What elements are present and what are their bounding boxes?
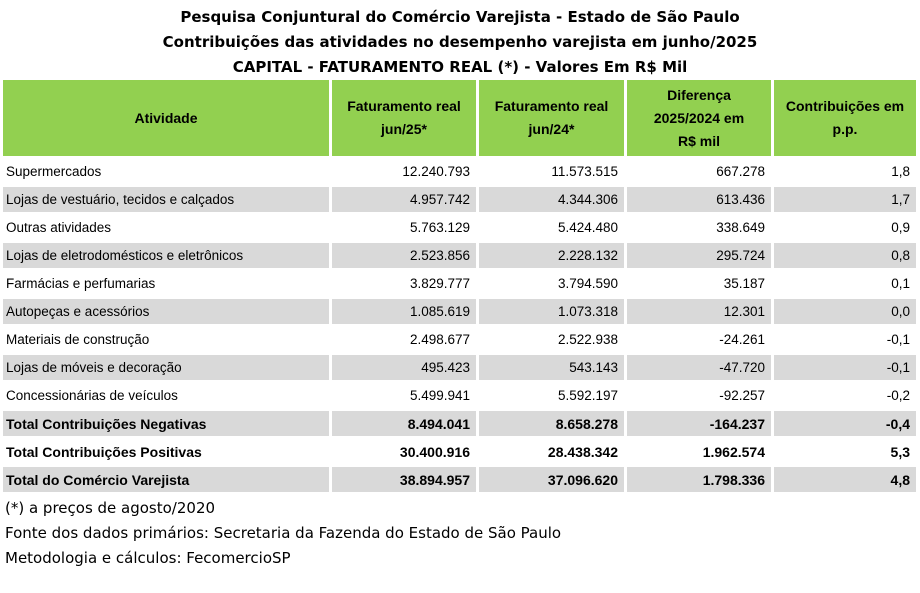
cell-fat25: 8.494.041 — [332, 408, 479, 436]
cell-fat25: 38.894.957 — [332, 464, 479, 492]
report-titles: Pesquisa Conjuntural do Comércio Varejis… — [0, 0, 920, 80]
cell-atividade: Lojas de vestuário, tecidos e calçados — [3, 184, 332, 212]
cell-diferenca: -24.261 — [627, 324, 774, 352]
title-line-1: Pesquisa Conjuntural do Comércio Varejis… — [180, 8, 740, 26]
cell-contribuicao: 0,1 — [774, 268, 916, 296]
footnote-fonte: Fonte dos dados primários: Secretaria da… — [5, 524, 562, 542]
cell-fat24: 37.096.620 — [479, 464, 627, 492]
cell-contribuicao: -0,1 — [774, 324, 916, 352]
cell-contribuicao: 1,7 — [774, 184, 916, 212]
cell-atividade: Lojas de móveis e decoração — [3, 352, 332, 380]
cell-atividade: Autopeças e acessórios — [3, 296, 332, 324]
cell-atividade: Total do Comércio Varejista — [3, 464, 332, 492]
table-row: Lojas de eletrodomésticos e eletrônicos … — [3, 240, 916, 268]
cell-diferenca: -164.237 — [627, 408, 774, 436]
cell-fat24: 4.344.306 — [479, 184, 627, 212]
cell-fat25: 1.085.619 — [332, 296, 479, 324]
cell-fat24: 3.794.590 — [479, 268, 627, 296]
header-contribuicoes: Contribuições em p.p. — [774, 80, 916, 156]
table-row: Autopeças e acessórios 1.085.619 1.073.3… — [3, 296, 916, 324]
table-row: Outras atividades 5.763.129 5.424.480 33… — [3, 212, 916, 240]
table-row: Materiais de construção 2.498.677 2.522.… — [3, 324, 916, 352]
header-fat25: Faturamento real jun/25* — [332, 80, 479, 156]
cell-fat25: 12.240.793 — [332, 156, 479, 184]
cell-fat24: 2.522.938 — [479, 324, 627, 352]
cell-diferenca: 1.962.574 — [627, 436, 774, 464]
cell-fat25: 495.423 — [332, 352, 479, 380]
footnotes: (*) a preços de agosto/2020 Fonte dos da… — [0, 492, 920, 571]
header-diferenca: Diferença 2025/2024 em R$ mil — [627, 80, 774, 156]
cell-fat24: 1.073.318 — [479, 296, 627, 324]
table-header-row: Atividade Faturamento real jun/25* Fatura… — [3, 80, 916, 156]
cell-diferenca: 295.724 — [627, 240, 774, 268]
cell-diferenca: 12.301 — [627, 296, 774, 324]
cell-contribuicao: 1,8 — [774, 156, 916, 184]
cell-fat25: 5.499.941 — [332, 380, 479, 408]
table-row: Farmácias e perfumarias 3.829.777 3.794.… — [3, 268, 916, 296]
cell-contribuicao: -0,4 — [774, 408, 916, 436]
footnote-metodologia: Metodologia e cálculos: FecomercioSP — [5, 549, 291, 567]
cell-diferenca: 667.278 — [627, 156, 774, 184]
title-line-2: Contribuições das atividades no desempen… — [162, 33, 758, 51]
cell-contribuicao: 4,8 — [774, 464, 916, 492]
cell-contribuicao: 0,0 — [774, 296, 916, 324]
cell-fat24: 8.658.278 — [479, 408, 627, 436]
cell-contribuicao: -0,1 — [774, 352, 916, 380]
cell-atividade: Supermercados — [3, 156, 332, 184]
cell-fat25: 30.400.916 — [332, 436, 479, 464]
contributions-table: Atividade Faturamento real jun/25* Fatura… — [3, 80, 916, 492]
total-row-varejo: Total do Comércio Varejista 38.894.957 3… — [3, 464, 916, 492]
cell-atividade: Outras atividades — [3, 212, 332, 240]
cell-contribuicao: 5,3 — [774, 436, 916, 464]
cell-atividade: Total Contribuições Positivas — [3, 436, 332, 464]
cell-contribuicao: 0,9 — [774, 212, 916, 240]
header-fat24: Faturamento real jun/24* — [479, 80, 627, 156]
cell-atividade: Farmácias e perfumarias — [3, 268, 332, 296]
cell-atividade: Concessionárias de veículos — [3, 380, 332, 408]
cell-fat24: 11.573.515 — [479, 156, 627, 184]
table-row: Lojas de móveis e decoração 495.423 543.… — [3, 352, 916, 380]
total-row-negativas: Total Contribuições Negativas 8.494.041 … — [3, 408, 916, 436]
cell-diferenca: 1.798.336 — [627, 464, 774, 492]
cell-diferenca: -47.720 — [627, 352, 774, 380]
cell-diferenca: 338.649 — [627, 212, 774, 240]
cell-fat24: 28.438.342 — [479, 436, 627, 464]
cell-fat24: 5.424.480 — [479, 212, 627, 240]
table-row: Lojas de vestuário, tecidos e calçados 4… — [3, 184, 916, 212]
cell-diferenca: -92.257 — [627, 380, 774, 408]
cell-atividade: Total Contribuições Negativas — [3, 408, 332, 436]
table-row: Supermercados 12.240.793 11.573.515 667.… — [3, 156, 916, 184]
cell-contribuicao: -0,2 — [774, 380, 916, 408]
cell-atividade: Materiais de construção — [3, 324, 332, 352]
cell-diferenca: 35.187 — [627, 268, 774, 296]
cell-fat25: 3.829.777 — [332, 268, 479, 296]
cell-fat25: 2.523.856 — [332, 240, 479, 268]
cell-fat24: 5.592.197 — [479, 380, 627, 408]
title-line-3: CAPITAL - FATURAMENTO REAL (*) - Valores… — [232, 58, 688, 76]
footnote-precos: (*) a preços de agosto/2020 — [5, 499, 216, 517]
cell-atividade: Lojas de eletrodomésticos e eletrônicos — [3, 240, 332, 268]
cell-fat24: 2.228.132 — [479, 240, 627, 268]
header-atividade: Atividade — [3, 80, 332, 156]
total-row-positivas: Total Contribuições Positivas 30.400.916… — [3, 436, 916, 464]
cell-contribuicao: 0,8 — [774, 240, 916, 268]
cell-fat25: 5.763.129 — [332, 212, 479, 240]
cell-diferenca: 613.436 — [627, 184, 774, 212]
table-row: Concessionárias de veículos 5.499.941 5.… — [3, 380, 916, 408]
cell-fat24: 543.143 — [479, 352, 627, 380]
cell-fat25: 2.498.677 — [332, 324, 479, 352]
cell-fat25: 4.957.742 — [332, 184, 479, 212]
